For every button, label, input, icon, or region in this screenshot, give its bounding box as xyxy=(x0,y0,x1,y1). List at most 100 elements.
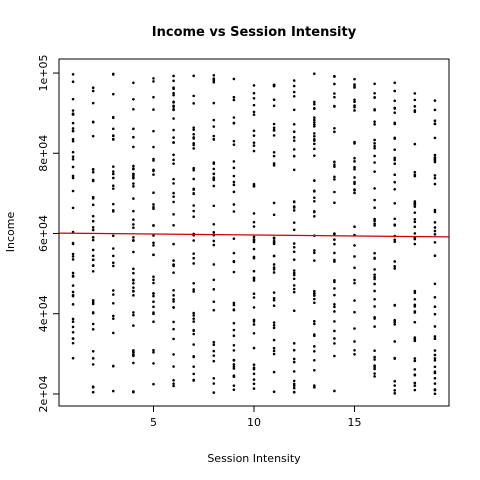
data-point xyxy=(252,331,256,335)
data-point xyxy=(172,384,175,388)
data-point xyxy=(292,360,296,364)
data-point xyxy=(433,119,437,123)
data-point xyxy=(333,95,336,99)
data-point xyxy=(433,392,437,396)
data-point xyxy=(272,271,276,274)
data-point xyxy=(132,313,135,317)
data-point xyxy=(91,299,95,302)
data-point xyxy=(232,183,236,187)
data-point xyxy=(313,72,316,76)
data-point xyxy=(232,180,236,184)
data-point xyxy=(413,311,417,314)
data-point xyxy=(111,264,115,268)
data-point xyxy=(111,364,115,368)
data-point xyxy=(272,154,276,158)
data-point xyxy=(232,166,236,170)
data-point xyxy=(172,93,175,97)
data-point xyxy=(71,325,75,329)
data-point xyxy=(433,177,437,180)
data-point xyxy=(192,143,195,147)
data-point xyxy=(192,317,195,320)
data-point xyxy=(272,338,276,342)
data-point xyxy=(413,174,417,178)
data-point xyxy=(292,79,296,82)
data-point xyxy=(111,184,115,188)
data-point xyxy=(292,386,296,390)
data-point xyxy=(393,384,397,387)
data-point xyxy=(111,389,115,393)
data-point xyxy=(393,187,397,191)
data-point xyxy=(212,161,216,164)
data-point xyxy=(152,253,155,257)
data-point xyxy=(433,229,437,233)
y-tick-label: 1e+05 xyxy=(37,55,50,92)
data-point xyxy=(232,210,236,213)
data-point xyxy=(71,139,75,143)
data-point xyxy=(433,108,437,112)
data-point xyxy=(272,254,276,258)
data-point xyxy=(313,297,316,301)
data-point xyxy=(192,378,195,382)
data-point xyxy=(152,223,155,227)
data-point xyxy=(212,343,216,347)
data-point xyxy=(413,359,417,363)
data-point xyxy=(292,287,296,291)
data-point xyxy=(132,236,135,239)
data-point xyxy=(212,376,216,380)
data-point xyxy=(232,367,236,370)
data-point xyxy=(172,288,175,292)
data-point xyxy=(132,286,135,289)
data-point xyxy=(292,277,296,281)
data-point xyxy=(111,137,115,141)
data-point xyxy=(132,175,135,179)
data-point xyxy=(313,100,316,104)
data-point xyxy=(111,289,115,292)
data-point xyxy=(71,274,75,278)
data-point xyxy=(353,188,356,191)
data-point xyxy=(152,320,155,324)
data-point xyxy=(313,106,316,110)
data-point xyxy=(111,176,115,180)
data-point xyxy=(433,156,437,160)
data-point xyxy=(272,267,276,271)
data-point xyxy=(212,134,216,138)
data-point xyxy=(272,390,276,393)
data-point xyxy=(433,388,437,392)
data-point xyxy=(212,354,216,357)
data-point xyxy=(212,172,216,176)
data-point xyxy=(172,191,175,195)
data-point xyxy=(91,350,95,353)
data-point xyxy=(212,340,216,344)
data-point xyxy=(252,185,256,188)
data-point xyxy=(192,204,195,207)
data-point xyxy=(393,89,397,93)
data-point xyxy=(232,388,236,392)
data-point xyxy=(71,129,75,133)
data-point xyxy=(313,134,316,138)
data-point xyxy=(393,106,397,110)
data-point xyxy=(111,92,115,96)
data-point xyxy=(353,281,356,285)
data-point xyxy=(252,238,256,242)
y-tick-label: 6e+04 xyxy=(37,215,50,252)
data-point xyxy=(192,209,195,213)
data-point xyxy=(333,178,336,181)
data-point xyxy=(172,294,175,297)
data-point xyxy=(111,293,115,296)
data-point xyxy=(353,100,356,103)
data-point xyxy=(413,98,417,102)
data-point xyxy=(71,320,75,323)
data-point xyxy=(353,349,356,352)
data-point xyxy=(212,263,216,266)
data-point xyxy=(71,97,75,101)
data-point xyxy=(353,299,356,302)
data-point xyxy=(91,322,95,326)
data-point xyxy=(192,262,195,265)
data-point xyxy=(192,314,195,317)
data-point xyxy=(132,209,135,213)
data-point xyxy=(333,342,336,345)
data-point xyxy=(212,300,216,304)
data-point xyxy=(232,301,236,305)
data-point xyxy=(433,357,437,360)
data-point xyxy=(232,98,236,102)
